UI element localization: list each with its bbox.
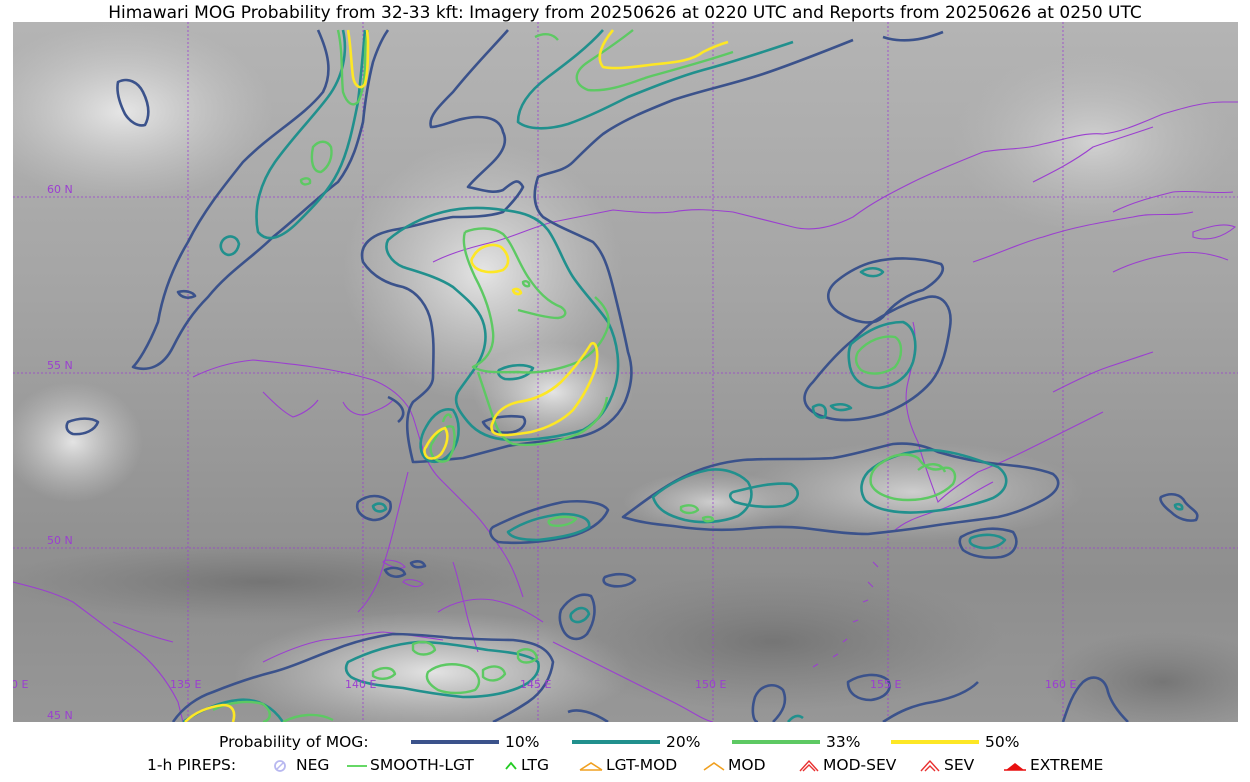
legend-label-33: 33%	[826, 733, 861, 751]
legend-swatch-50	[891, 740, 979, 744]
satellite-map: 60 N 55 N 50 N 45 N 130 E 135 E 140 E 14…	[13, 22, 1238, 722]
pirep-label-smooth-lgt: SMOOTH-LGT	[370, 756, 474, 774]
lgt-mod-chevron-icon	[578, 758, 604, 772]
contour-10pct	[65, 29, 1199, 722]
coastlines	[13, 101, 1238, 722]
sev-chevron-icon	[918, 758, 942, 772]
neg-circle-icon	[272, 758, 294, 772]
probability-legend-title-text: Probability of MOG:	[219, 733, 369, 751]
lon-label-145: 145 E	[520, 678, 551, 691]
contour-20pct	[182, 29, 1184, 722]
mod-sev-chevron-icon	[797, 758, 821, 772]
pirep-label-ltg: LTG	[521, 756, 549, 774]
pirep-legend-title: 1-h PIREPS:	[147, 756, 236, 774]
lon-label-130: 130 E	[13, 678, 28, 691]
legend-label-10: 10%	[505, 733, 540, 751]
legend-swatch-20	[572, 740, 660, 744]
smooth-line-icon	[346, 758, 368, 772]
legend-level-20: 20%	[572, 733, 700, 751]
pirep-legend-title-text: 1-h PIREPS:	[147, 756, 237, 774]
pirep-neg: NEG	[272, 756, 329, 774]
pirep-sev: SEV	[918, 756, 974, 774]
contour-50pct	[184, 29, 729, 722]
satellite-imagery-background	[13, 22, 1238, 722]
pirep-label-mod: MOD	[728, 756, 766, 774]
pirep-mod: MOD	[702, 756, 766, 774]
pirep-label-extreme: EXTREME	[1030, 756, 1104, 774]
lon-label-150: 150 E	[695, 678, 726, 691]
map-title: Himawari MOG Probability from 32-33 kft:…	[108, 3, 1142, 23]
lon-label-140: 140 E	[345, 678, 376, 691]
lat-label-60: 60 N	[47, 183, 73, 196]
lat-label-55: 55 N	[47, 359, 73, 372]
legend-label-50: 50%	[985, 733, 1020, 751]
pirep-label-mod-sev: MOD-SEV	[823, 756, 897, 774]
pirep-label-neg: NEG	[296, 756, 330, 774]
mod-chevron-icon	[702, 758, 726, 772]
lat-label-45: 45 N	[47, 709, 73, 722]
pirep-lgt-mod: LGT-MOD	[578, 756, 677, 774]
legend-level-33: 33%	[732, 733, 860, 751]
extreme-chevron-icon	[1002, 758, 1028, 772]
legend-level-10: 10%	[411, 733, 539, 751]
pirep-label-lgt-mod: LGT-MOD	[606, 756, 678, 774]
lat-label-50: 50 N	[47, 534, 73, 547]
lon-label-135: 135 E	[170, 678, 201, 691]
legend-label-20: 20%	[666, 733, 701, 751]
probability-legend-title: Probability of MOG:	[219, 733, 369, 751]
legend-swatch-33	[732, 740, 820, 744]
lat-lon-labels: 60 N 55 N 50 N 45 N 130 E 135 E 140 E 14…	[13, 183, 1076, 722]
pirep-extreme: EXTREME	[1002, 756, 1103, 774]
pirep-label-sev: SEV	[944, 756, 975, 774]
ltg-chevron-icon	[503, 758, 519, 772]
pirep-mod-sev: MOD-SEV	[797, 756, 896, 774]
pirep-ltg: LTG	[503, 756, 549, 774]
lon-label-160: 160 E	[1045, 678, 1076, 691]
legend-level-50: 50%	[891, 733, 1019, 751]
pirep-smooth-lgt: SMOOTH-LGT	[346, 756, 474, 774]
lon-label-155: 155 E	[870, 678, 901, 691]
legend-swatch-10	[411, 740, 499, 744]
